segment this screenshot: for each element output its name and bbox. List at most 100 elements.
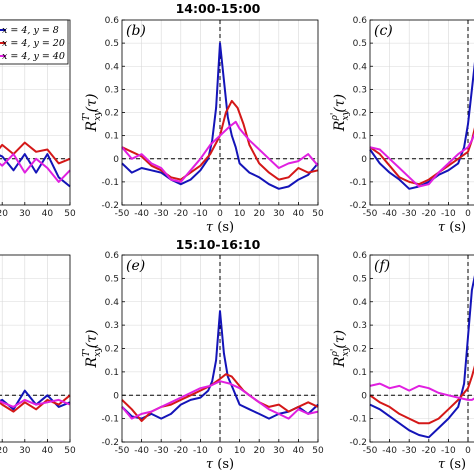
panel-3-series-y40 — [369, 132, 474, 188]
panel-2-ytick-label: 0.4 — [105, 62, 120, 72]
panel-5-series-y8 — [121, 310, 319, 420]
panel-6-xtick-label: -30 — [402, 446, 417, 456]
panel-3-xtick-label: 0 — [465, 209, 471, 219]
panel-5-ytick-label: 0.5 — [105, 274, 119, 284]
panel-5-xtick-label: 40 — [293, 446, 305, 456]
panel-6-panel-label: (f) — [374, 258, 390, 274]
legend-label-y8: x = 4, y = 8 — [2, 25, 59, 36]
panel-4-xtick-label: 30 — [19, 446, 31, 456]
panel-2-ytick-label: -0.2 — [101, 201, 119, 211]
panel-6-ytick-label: 0.6 — [353, 251, 368, 261]
panel-2-xtick-label: -20 — [173, 209, 188, 219]
panel-5-xtick-label: 10 — [234, 446, 246, 456]
panel-6-xtick-label: -20 — [421, 446, 436, 456]
panel-5-xtick-label: 50 — [312, 446, 324, 456]
panel-3-series-y20 — [369, 127, 474, 186]
panel-3-ytick-label: -0.2 — [349, 201, 367, 211]
panel-5-x-axis-label: τ (s) — [206, 457, 234, 472]
panel-1-xtick-label: 30 — [19, 209, 31, 219]
panel-2-panel-label: (b) — [126, 23, 146, 39]
panel-5-ytick-label: 0.3 — [105, 321, 119, 331]
panel-4-series-y20 — [0, 394, 71, 413]
axes-layer — [0, 19, 474, 443]
panel-6-xtick-label: 0 — [465, 446, 471, 456]
panel-2-ytick-label: 0.1 — [105, 132, 119, 142]
panel-2-ytick-label: 0 — [113, 155, 119, 165]
panel-3-x-axis-label: τ (s) — [438, 220, 466, 235]
panel-5-xtick-label: 0 — [217, 446, 223, 456]
panel-6-xtick-label: -10 — [441, 446, 456, 456]
panel-5-xtick-label: -10 — [193, 446, 208, 456]
legend-box — [0, 19, 69, 65]
panel-6-xtick-label: -40 — [382, 446, 397, 456]
panel-2-y-axis-label: RxyT'(τ) — [82, 94, 103, 133]
panel-2-xtick-label: 30 — [273, 209, 285, 219]
panel-6-series-y40 — [369, 382, 474, 401]
panel-3-ytick-label: 0.4 — [353, 62, 368, 72]
panel-3-ytick-label: 0.6 — [353, 16, 368, 26]
panel-3-ytick-label: 0.3 — [353, 85, 367, 95]
panel-3-panel-label: (c) — [374, 23, 393, 39]
panel-1-frame — [0, 19, 71, 206]
panel-5-y-axis-label: RxyT'(τ) — [82, 330, 103, 369]
panel-5-ytick-label: 0.2 — [105, 345, 119, 355]
title-bottom: 15:10-16:10 — [176, 237, 261, 252]
panel-6-xtick-label: -50 — [363, 446, 378, 456]
series-layer — [0, 42, 474, 439]
panel-3-xtick-label: -50 — [363, 209, 378, 219]
panel-5-series-y40 — [121, 380, 319, 420]
panel-6-series-y20 — [369, 365, 474, 425]
panel-5-xtick-label: -30 — [154, 446, 169, 456]
panel-4-xtick-label: 40 — [42, 446, 54, 456]
panel-3-ytick-label: 0.1 — [353, 132, 367, 142]
panel-5-xtick-label: -50 — [115, 446, 130, 456]
panel-4-xtick-label: 20 — [0, 446, 8, 456]
panel-1-xtick-label: 40 — [42, 209, 54, 219]
panel-2-series-y40 — [121, 120, 319, 183]
panel-6-ytick-label: 0.2 — [353, 345, 367, 355]
panel-2-x-axis-label: τ (s) — [206, 220, 234, 235]
panel-6-x-axis-label: τ (s) — [438, 457, 466, 472]
legend-label-y40: x = 4, y = 40 — [2, 51, 65, 62]
panel-3-y-axis-label: Rxyρ'(τ) — [330, 94, 351, 132]
panel-2-xtick-label: -40 — [134, 209, 149, 219]
panel-3-ytick-label: 0.5 — [353, 39, 367, 49]
panel-6-ytick-label: 0 — [361, 391, 367, 401]
panel-5-ytick-label: -0.2 — [101, 438, 119, 448]
panel-6-ytick-label: 0.3 — [353, 321, 367, 331]
legend-label-y20: x = 4, y = 20 — [2, 38, 65, 49]
panel-2-xtick-label: 40 — [293, 209, 305, 219]
panel-2-series-y8 — [121, 42, 319, 190]
panel-4-frame — [0, 254, 71, 443]
panel-4-series-y40 — [0, 398, 71, 408]
panel-6-ytick-label: 0.4 — [353, 298, 368, 308]
panel-1-series-y20 — [0, 141, 71, 165]
panel-1-series-y8 — [0, 153, 71, 188]
panel-2-xtick-label: -50 — [115, 209, 130, 219]
reference-lines — [0, 20, 474, 442]
panel-3-xtick-label: -30 — [402, 209, 417, 219]
panel-1-series-y40 — [0, 153, 71, 183]
panel-6-ytick-label: 0.5 — [353, 274, 367, 284]
panel-5-xtick-label: -20 — [173, 446, 188, 456]
panel-4-xtick-label: 50 — [64, 446, 76, 456]
panel-2-xtick-label: 10 — [234, 209, 246, 219]
panel-3-ytick-label: -0.1 — [349, 178, 367, 188]
panel-2-xtick-label: 0 — [217, 209, 223, 219]
panel-3-xtick-label: -10 — [441, 209, 456, 219]
panel-4-series-y8 — [0, 389, 71, 411]
panel-6-series-y8 — [369, 275, 474, 439]
panel-3-xtick-label: -20 — [421, 209, 436, 219]
panel-3-series-y8 — [369, 61, 474, 190]
title-top: 14:00-15:00 — [176, 1, 261, 16]
panel-5-ytick-label: 0 — [113, 391, 119, 401]
panel-2-series-y20 — [121, 99, 319, 181]
panel-2-ytick-label: -0.1 — [101, 178, 119, 188]
panel-2-xtick-label: -10 — [193, 209, 208, 219]
panel-5-ytick-label: 0.1 — [105, 368, 119, 378]
panel-2-xtick-label: 50 — [312, 209, 324, 219]
panel-2-ytick-label: 0.3 — [105, 85, 119, 95]
panel-5-ytick-label: 0.6 — [105, 251, 120, 261]
panel-3-ytick-label: 0.2 — [353, 109, 367, 119]
